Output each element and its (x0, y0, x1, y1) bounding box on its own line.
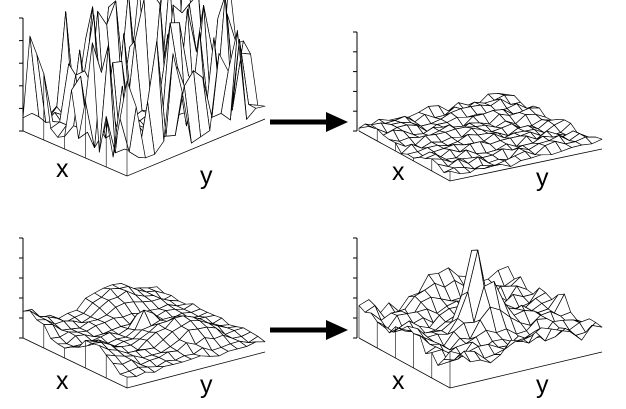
surface-mesh (358, 249, 603, 389)
mesh-cell (119, 80, 137, 153)
vertical-axis (353, 31, 358, 132)
surface-mesh (358, 93, 603, 182)
x-axis-label: x (392, 158, 405, 186)
panel-bottom-left: x y (19, 237, 266, 399)
surface-mesh (22, 283, 266, 389)
panel-top-left: x y (19, 0, 266, 190)
vertical-axis (19, 17, 24, 132)
x-axis-label: x (56, 155, 69, 183)
panel-top-right: x y (353, 31, 603, 192)
surface-skirt (358, 128, 603, 182)
surface-mesh (22, 0, 266, 177)
vertical-axis (19, 237, 24, 339)
y-axis-label: y (200, 371, 213, 399)
mesh-cell (443, 167, 461, 175)
x-axis-label: x (56, 367, 69, 395)
arrow-head (326, 320, 348, 340)
x-axis-label: x (392, 367, 405, 395)
vertical-axis (353, 237, 358, 339)
arrow-head (326, 112, 348, 132)
panel-bottom-right: x y (353, 237, 603, 399)
y-axis-label: y (200, 162, 213, 190)
surface-skirt (22, 73, 266, 177)
surface-skirt (358, 305, 603, 389)
surface-skirt (22, 311, 266, 389)
y-axis-label: y (536, 164, 549, 192)
mesh-cell (119, 370, 137, 378)
arrow-bottom (270, 320, 348, 340)
y-axis-label: y (536, 371, 549, 399)
arrow-top (270, 112, 348, 132)
mesh-cell (443, 350, 461, 361)
